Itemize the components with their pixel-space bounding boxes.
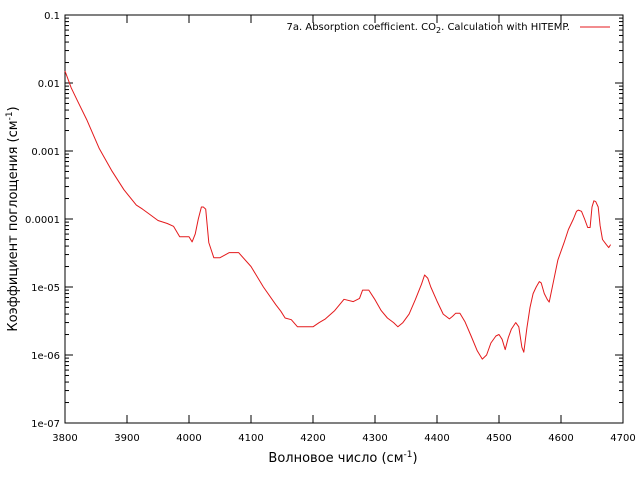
- x-tick-label: 4400: [424, 433, 449, 444]
- x-tick-label: 4000: [176, 433, 201, 444]
- x-tick-labels: 3800 3900 4000 4100 4200 4300 4400 4500 4600 4700: [52, 433, 635, 444]
- x-tick-label: 3900: [114, 433, 139, 444]
- series-line-0: [64, 70, 612, 360]
- x-tick-label: 3800: [52, 433, 77, 444]
- y-tick-label: 1e-07: [31, 419, 60, 430]
- x-tick-label: 4100: [238, 433, 263, 444]
- y-tick-label: 1e-06: [31, 351, 60, 362]
- y-tick-label: 0.001: [31, 147, 60, 158]
- y-tick-label: 0.01: [38, 79, 60, 90]
- x-tick-label: 4500: [486, 433, 511, 444]
- x-tick-label: 4600: [548, 433, 573, 444]
- x-tick-label: 4700: [610, 433, 635, 444]
- y-tick-label: 0.0001: [25, 215, 60, 226]
- legend-label: 7a. Absorption coefficient. CO2. Calcula…: [287, 22, 571, 35]
- axis-ticks: [64, 14, 624, 424]
- y-tick-label: 0.1: [44, 11, 60, 22]
- plot-frame: [64, 14, 624, 424]
- series-layer: [64, 70, 612, 360]
- x-tick-label: 4200: [300, 433, 325, 444]
- y-tick-label: 1e-05: [31, 283, 60, 294]
- x-tick-label: 4300: [362, 433, 387, 444]
- y-axis-title: Коэффициент поглощения (см-1): [5, 106, 21, 331]
- x-axis-title: Волновое число (см-1): [268, 450, 417, 466]
- y-tick-labels: 1e-07 1e-06 1e-05 0.0001 0.001 0.01 0.1: [25, 11, 60, 430]
